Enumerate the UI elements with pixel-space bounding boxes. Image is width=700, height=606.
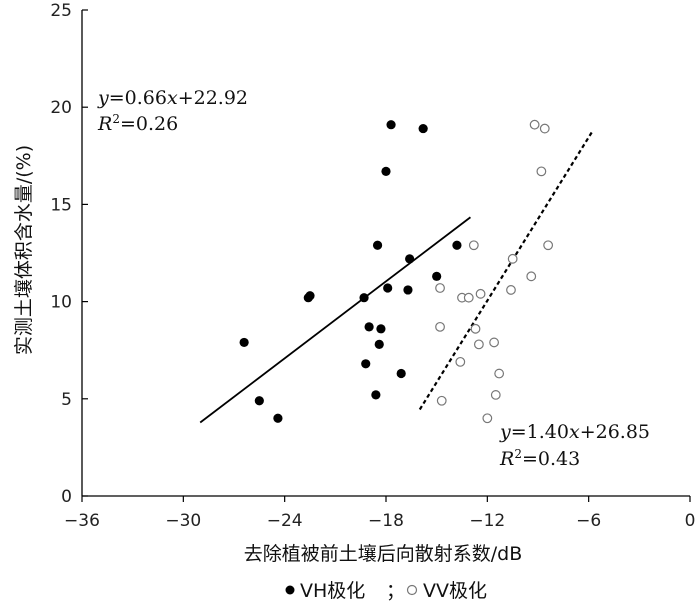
x-tick-label: −30	[165, 511, 201, 531]
vh-point	[403, 285, 413, 295]
vh-point	[273, 413, 283, 423]
vh-point	[452, 240, 462, 250]
x-tick-label: −36	[64, 511, 100, 531]
x-tick-label: −18	[368, 511, 404, 531]
vh-point	[239, 337, 249, 348]
x-tick-label: −24	[267, 511, 303, 531]
legend-vh-marker	[285, 585, 295, 595]
vv-point	[463, 292, 474, 303]
y-tick-label: 0	[61, 487, 72, 507]
vv-point	[543, 240, 554, 251]
vh-point	[361, 359, 371, 369]
vh-point	[383, 283, 393, 293]
x-tick-label: −12	[469, 511, 505, 531]
vh-point	[432, 271, 442, 281]
vv-point	[526, 271, 537, 282]
vh-fit-r2: R2=0.26	[97, 112, 178, 135]
legend-separator: ；	[386, 580, 405, 602]
vv-point	[436, 395, 447, 406]
vh-point	[305, 291, 315, 301]
vh-fit-equation: y=0.66x+22.92	[97, 87, 248, 109]
vv-fit-r2: R2=0.43	[499, 447, 580, 470]
vh-point	[371, 390, 381, 400]
legend-vv-marker	[406, 584, 418, 596]
vv-point	[539, 123, 550, 134]
vv-point	[468, 240, 479, 251]
legend-vv-label: VV极化	[423, 580, 487, 602]
vh-point	[364, 322, 374, 332]
x-tick-label: −6	[576, 511, 601, 531]
vh-point	[418, 123, 428, 134]
vv-point	[536, 166, 547, 177]
vh-point	[386, 120, 396, 130]
vv-point	[490, 390, 501, 400]
fit-lines-group	[199, 131, 593, 424]
y-tick-label: 5	[61, 390, 72, 410]
vh-point	[381, 166, 391, 176]
x-axis-title: 去除植被前土壤后向散射系数/dB	[244, 543, 523, 565]
vv-point	[506, 285, 516, 295]
vh-point	[396, 368, 406, 379]
y-tick-label: 10	[50, 293, 72, 313]
vv-point	[455, 356, 466, 367]
vh-point	[372, 240, 383, 250]
vv-point	[494, 368, 505, 379]
y-tick-label: 20	[50, 98, 72, 118]
legend-vh-label: VH极化	[300, 580, 365, 602]
y-tick-group: 0 5 10 15 20 25	[50, 1, 88, 507]
vh-fit-line	[199, 216, 471, 424]
vh-point	[359, 293, 369, 303]
vv-point	[473, 339, 484, 350]
legend: VH极化 ； VV极化	[285, 580, 487, 602]
vh-point	[374, 339, 384, 349]
x-tick-label: 0	[685, 511, 696, 531]
vv-point	[435, 321, 445, 332]
x-tick-group: −36 −30 −24 −18 −12 −6 0	[64, 496, 695, 531]
vv-point	[435, 283, 445, 293]
vv-point	[489, 337, 499, 348]
vv-point	[470, 323, 481, 334]
y-tick-label: 25	[50, 1, 72, 21]
vv-fit-line	[418, 131, 593, 411]
y-tick-label: 15	[50, 195, 72, 215]
points-group	[239, 119, 554, 424]
vv-point	[529, 119, 540, 130]
vh-point	[405, 254, 415, 264]
y-axis-title: 实测土壤体积含水量/(%)	[13, 145, 35, 355]
vv-point	[507, 253, 518, 264]
vh-point	[254, 396, 264, 406]
vv-point	[475, 288, 486, 299]
vv-fit-equation: y=1.40x+26.85	[499, 421, 650, 443]
vv-point	[482, 413, 493, 424]
vh-point	[376, 324, 386, 334]
